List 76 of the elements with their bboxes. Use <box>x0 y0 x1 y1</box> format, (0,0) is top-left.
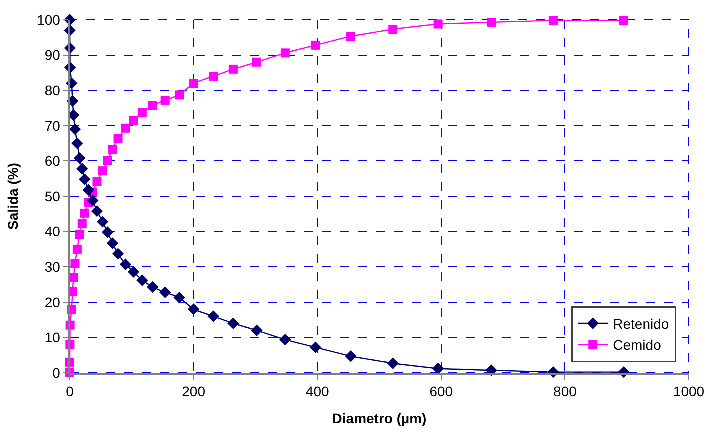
point <box>138 108 147 117</box>
point <box>98 166 108 176</box>
point <box>209 72 218 81</box>
x-axis-title: Diametro (µm) <box>332 410 427 426</box>
point <box>120 258 132 270</box>
point <box>188 304 200 316</box>
y-tick-label: 70 <box>44 118 61 134</box>
x-tick-label: 600 <box>430 384 454 400</box>
x-tick-label: 200 <box>182 384 206 400</box>
point <box>92 177 102 186</box>
point <box>388 25 398 34</box>
point <box>159 286 172 298</box>
point <box>175 90 184 100</box>
point <box>189 79 198 88</box>
point <box>548 16 558 26</box>
point <box>620 16 629 26</box>
point <box>208 310 220 322</box>
point <box>487 18 496 27</box>
point <box>434 20 443 29</box>
point <box>112 248 124 260</box>
point <box>252 58 262 67</box>
y-tick-label: 100 <box>37 12 61 28</box>
point <box>310 342 322 354</box>
legend-label: Retenido <box>613 316 670 332</box>
point <box>311 40 320 50</box>
point <box>79 174 91 186</box>
point <box>72 244 82 254</box>
y-axis-title: Salida (%) <box>5 163 22 230</box>
y-tick-label: 90 <box>44 47 61 64</box>
point <box>114 134 123 144</box>
point <box>82 184 94 196</box>
y-tick-label: 10 <box>44 330 61 346</box>
point <box>91 205 104 218</box>
point <box>129 116 138 126</box>
point <box>75 230 84 240</box>
point <box>280 48 290 58</box>
point <box>345 350 357 362</box>
point <box>76 163 88 175</box>
point <box>160 96 170 105</box>
point <box>387 358 399 370</box>
x-tick-label: 0 <box>66 384 74 400</box>
point <box>87 194 99 207</box>
point <box>174 292 186 304</box>
point <box>78 220 87 229</box>
point <box>70 259 80 268</box>
y-tick-label: 0 <box>52 364 61 381</box>
point <box>74 152 86 164</box>
y-tick-label: 30 <box>44 259 61 275</box>
point <box>148 101 158 110</box>
point <box>121 124 130 133</box>
y-tick-label: 20 <box>44 294 61 310</box>
point <box>136 274 148 286</box>
point <box>108 145 118 154</box>
point <box>72 138 84 150</box>
point <box>280 334 292 346</box>
point <box>69 124 82 136</box>
y-tick-label: 40 <box>44 224 61 240</box>
y-tick-label: 80 <box>44 82 61 98</box>
legend-label: Cemido <box>613 337 662 354</box>
x-tick-label: 400 <box>306 384 330 400</box>
point <box>147 281 159 294</box>
point <box>80 208 90 218</box>
point <box>68 109 80 122</box>
point <box>128 266 140 278</box>
point <box>96 216 109 228</box>
x-tick-label: 800 <box>554 384 578 400</box>
x-tick-label: 1000 <box>673 384 705 400</box>
point <box>346 32 356 42</box>
point <box>228 318 240 330</box>
point <box>228 64 238 74</box>
point <box>251 324 263 336</box>
point <box>103 156 112 165</box>
y-tick-label: 60 <box>44 153 61 170</box>
y-tick-label: 50 <box>44 188 61 204</box>
point <box>102 226 114 238</box>
point <box>106 238 119 250</box>
